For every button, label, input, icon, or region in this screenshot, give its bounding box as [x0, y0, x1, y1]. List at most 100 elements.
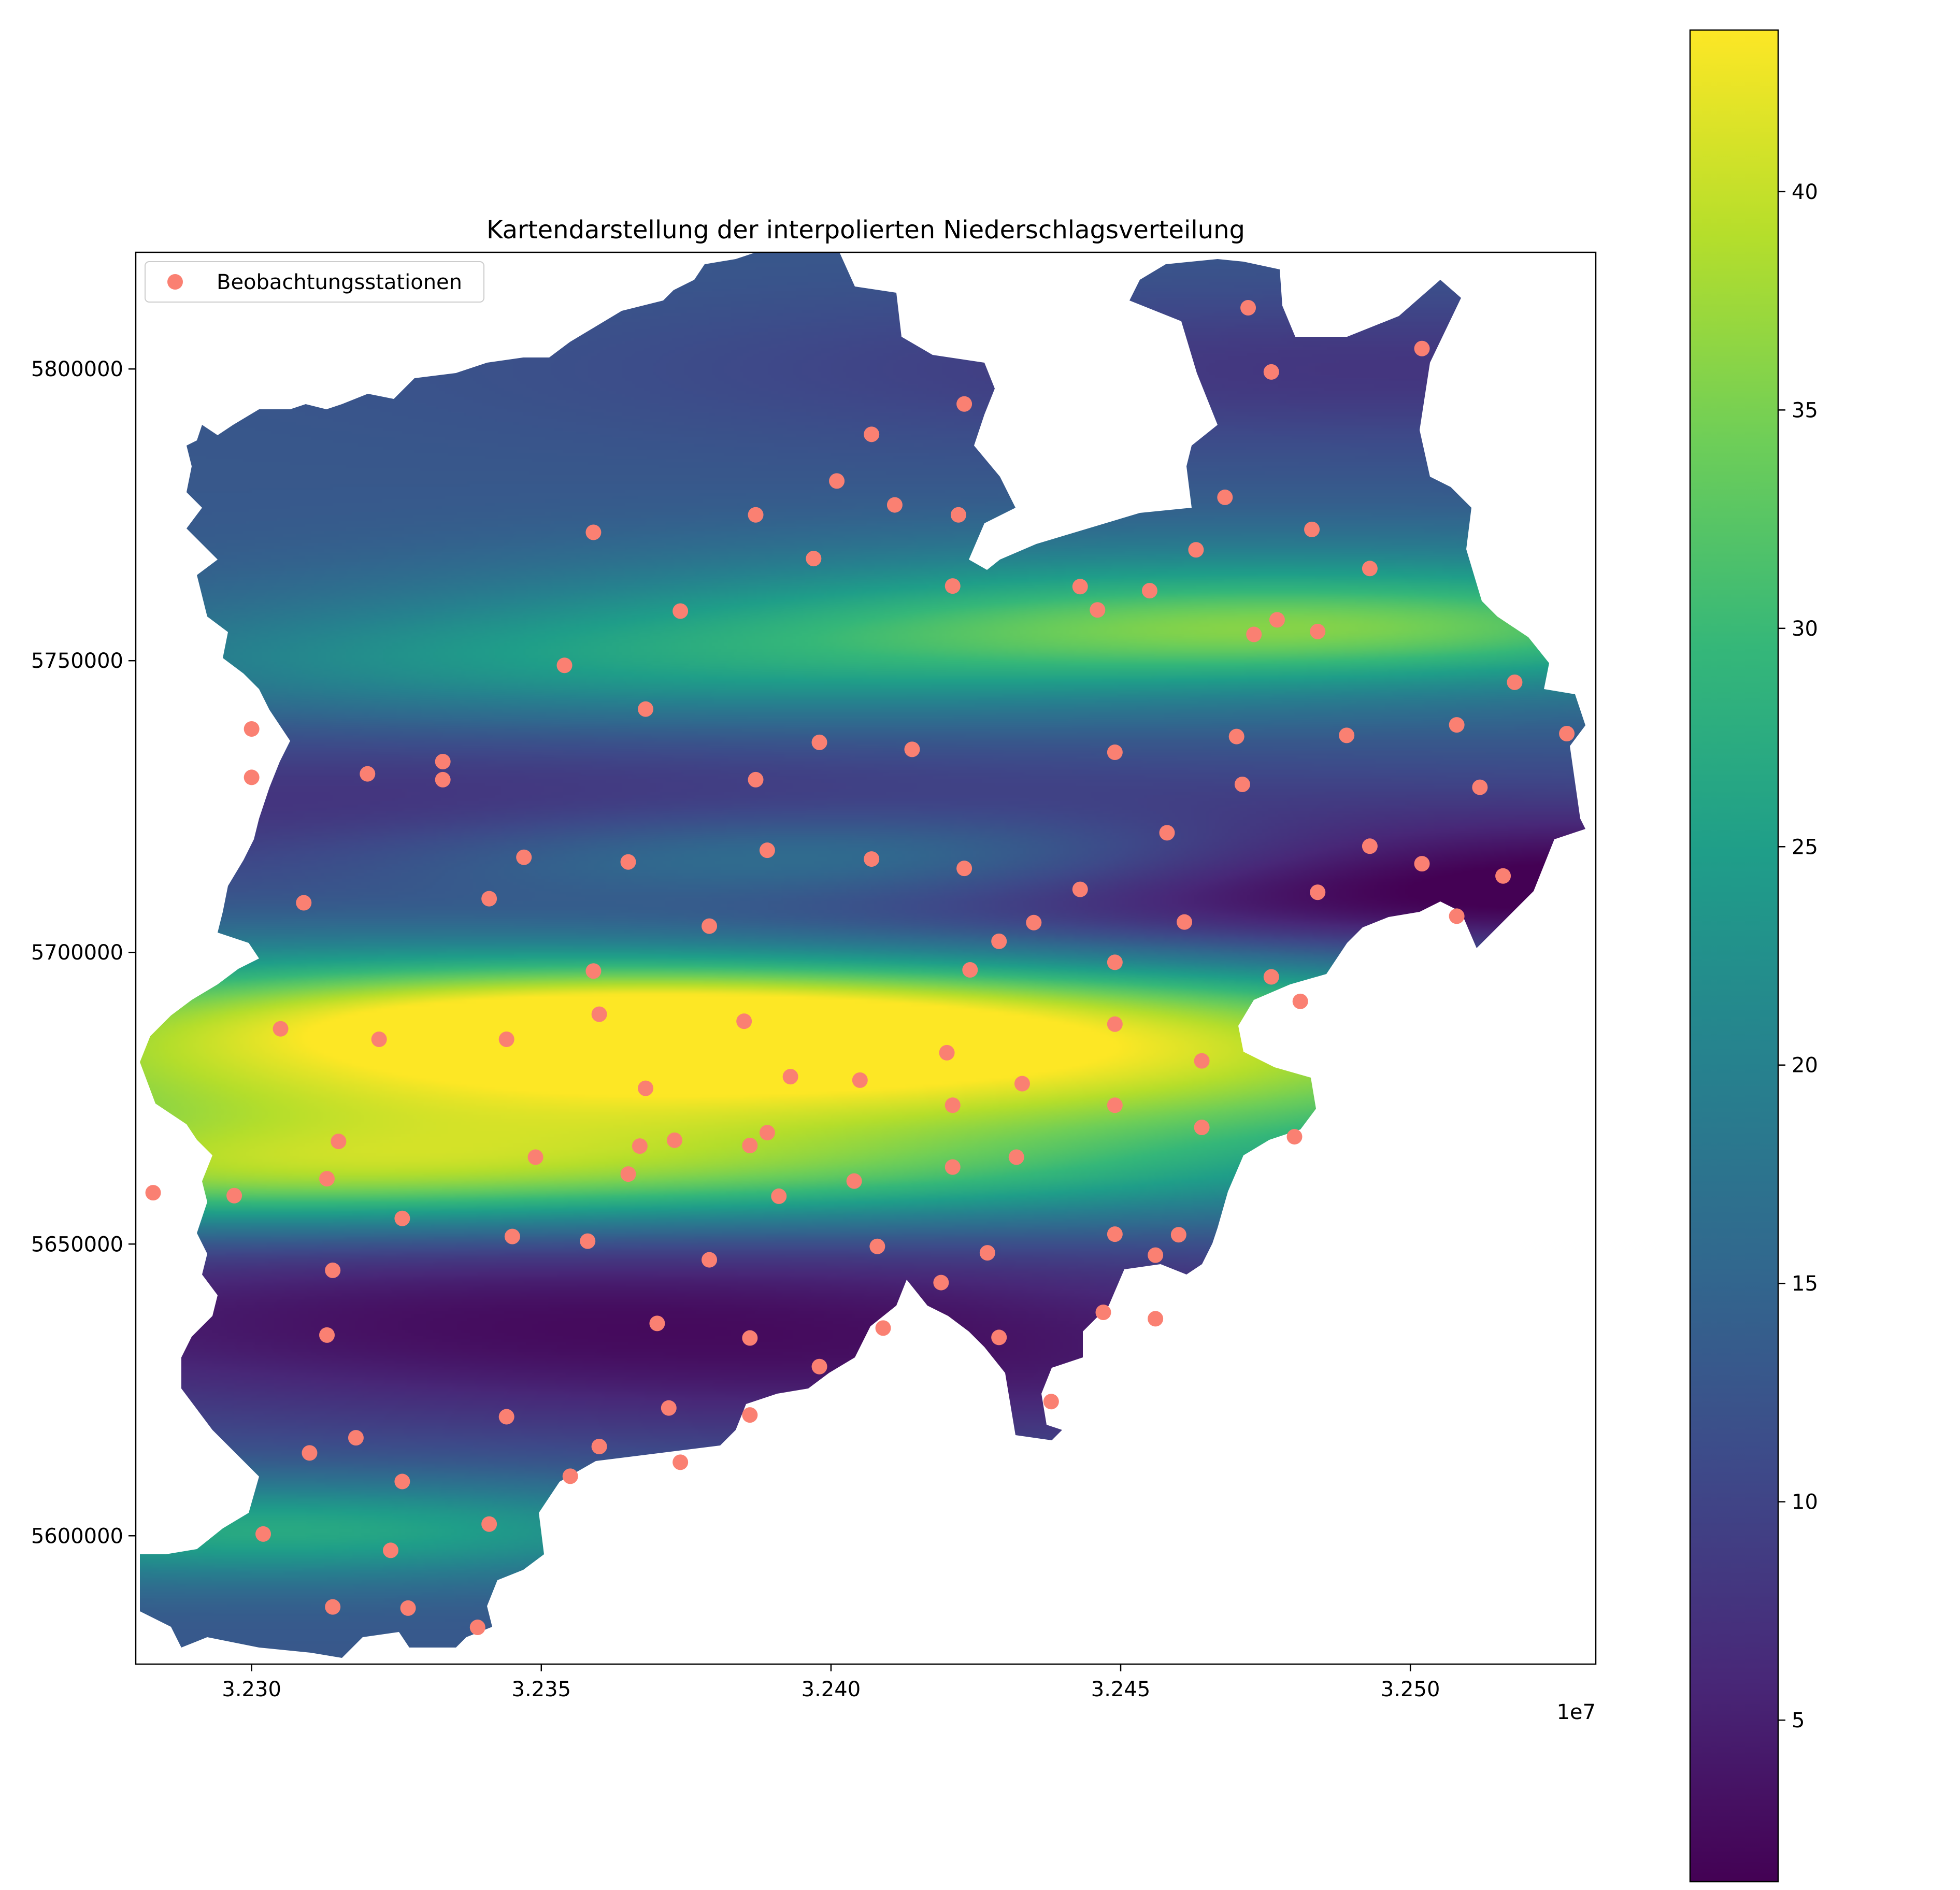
station-marker	[1449, 908, 1465, 924]
station-marker	[1107, 1016, 1123, 1032]
colorbar-tick-label: 5	[1792, 1709, 1805, 1732]
station-marker	[1008, 1149, 1024, 1165]
station-marker	[435, 754, 451, 770]
plot-area: 3.230 3.235 3.240 3.245 3.250 5600000 5650000…	[31, 251, 1597, 1724]
station-marker	[991, 933, 1007, 949]
station-marker	[806, 551, 822, 567]
station-marker	[360, 766, 376, 782]
station-marker	[742, 1330, 758, 1346]
station-marker	[673, 1454, 689, 1470]
station-marker	[1043, 1394, 1059, 1410]
station-marker	[1495, 868, 1511, 884]
station-marker	[481, 891, 497, 907]
station-marker	[1449, 717, 1465, 733]
station-marker	[1177, 914, 1193, 930]
station-marker	[556, 657, 573, 674]
legend: Beobachtungsstationen	[145, 261, 484, 303]
station-marker	[319, 1327, 335, 1343]
station-marker	[145, 1185, 161, 1201]
station-marker	[904, 741, 920, 757]
station-marker	[1339, 727, 1355, 743]
colorbar-tick-label: 10	[1792, 1491, 1818, 1514]
station-marker	[864, 426, 880, 442]
station-marker	[435, 771, 451, 787]
station-marker	[748, 507, 764, 523]
station-marker	[325, 1599, 341, 1615]
station-marker	[394, 1210, 410, 1226]
station-marker	[1559, 725, 1575, 741]
station-marker	[591, 1006, 607, 1022]
station-marker	[886, 497, 903, 513]
station-marker	[1014, 1076, 1030, 1092]
station-marker	[1194, 1120, 1210, 1136]
station-marker	[620, 854, 636, 870]
station-marker	[527, 1149, 543, 1165]
station-marker	[945, 578, 961, 594]
station-marker	[1141, 583, 1157, 599]
station-marker	[1228, 728, 1244, 744]
station-marker	[1194, 1053, 1210, 1069]
station-marker	[1170, 1227, 1186, 1243]
station-marker	[933, 1275, 949, 1291]
station-marker	[1472, 779, 1488, 795]
station-marker	[632, 1138, 648, 1154]
station-marker	[1246, 626, 1262, 642]
y-tick-label: 5750000	[31, 649, 123, 673]
station-marker	[1148, 1311, 1164, 1327]
station-marker	[864, 851, 880, 867]
colorbar-tick-label: 30	[1792, 617, 1818, 641]
station-marker	[673, 603, 689, 619]
legend-marker	[167, 274, 183, 290]
station-marker	[394, 1473, 410, 1490]
station-marker	[852, 1072, 868, 1088]
station-marker	[991, 1329, 1007, 1345]
station-marker	[504, 1228, 520, 1244]
station-marker	[950, 507, 966, 523]
colorbar-tick-label: 15	[1792, 1272, 1818, 1296]
station-marker	[638, 1080, 654, 1096]
station-marker	[1072, 579, 1088, 595]
station-marker	[580, 1233, 596, 1249]
x-tick-label: 3.230	[222, 1678, 281, 1701]
station-marker	[649, 1315, 665, 1331]
station-marker	[846, 1173, 862, 1189]
station-marker	[1107, 1226, 1123, 1242]
station-marker	[956, 396, 972, 412]
station-marker	[1240, 299, 1256, 316]
legend-box	[145, 261, 484, 303]
station-marker	[296, 895, 312, 911]
station-marker	[1414, 856, 1430, 872]
colorbar-tick-label: 20	[1792, 1054, 1818, 1078]
station-marker	[1234, 776, 1250, 792]
station-marker	[244, 769, 260, 785]
x-tick-label: 3.240	[802, 1678, 861, 1701]
legend-label: Beobachtungsstationen	[217, 270, 462, 294]
station-marker	[956, 861, 972, 877]
station-marker	[979, 1245, 995, 1261]
y-axis: 5600000 5650000 5700000 5750000 5800000	[31, 357, 136, 1548]
station-marker	[585, 963, 602, 979]
station-marker	[638, 701, 654, 717]
station-marker	[945, 1097, 961, 1113]
station-marker	[620, 1166, 636, 1182]
station-marker	[585, 524, 602, 540]
station-marker	[331, 1134, 347, 1150]
station-marker	[1188, 542, 1204, 558]
station-marker	[742, 1407, 758, 1423]
colorbar-tick-label: 25	[1792, 835, 1818, 859]
station-marker	[875, 1320, 891, 1336]
plot-frame	[135, 251, 1597, 1665]
colorbar: 5 10 15 20 25 30 35 40	[1689, 29, 1818, 1883]
station-marker	[591, 1438, 607, 1454]
station-marker	[1026, 914, 1042, 930]
station-marker	[400, 1600, 416, 1616]
station-marker	[1310, 623, 1326, 639]
station-marker	[371, 1032, 387, 1048]
x-tick-label: 3.235	[512, 1678, 571, 1701]
station-marker	[1263, 364, 1279, 380]
station-marker	[811, 734, 827, 750]
station-marker	[255, 1526, 271, 1542]
station-marker	[481, 1516, 497, 1532]
station-marker	[811, 1358, 827, 1374]
